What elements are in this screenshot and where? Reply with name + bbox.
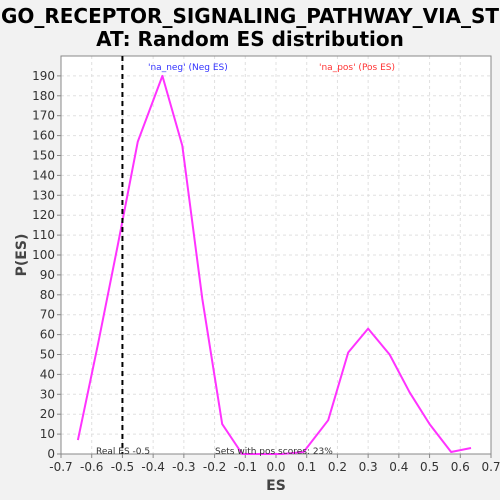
x-tick-label: -0.7	[49, 460, 72, 474]
y-tick-label: 80	[40, 288, 55, 302]
x-tick-label: -0.5	[111, 460, 134, 474]
y-tick-label: 20	[40, 407, 55, 421]
y-tick-label: 170	[32, 109, 55, 123]
chart-title-line-1: GO_RECEPTOR_SIGNALING_PATHWAY_VIA_ST	[1, 4, 499, 28]
es-density-line	[76, 74, 472, 455]
y-tick-label: 60	[40, 328, 55, 342]
x-tick-label: -0.1	[234, 460, 257, 474]
y-tick-label: 160	[32, 129, 55, 143]
y-tick-label: 90	[40, 268, 55, 282]
x-tick-label: -0.3	[172, 460, 195, 474]
y-tick-label: 130	[32, 188, 55, 202]
real-es-annotation: Real ES -0.5	[96, 447, 150, 457]
y-tick-label: 110	[32, 228, 55, 242]
x-tick-label: 0.6	[451, 460, 470, 474]
y-tick-label: 140	[32, 168, 55, 182]
legend-neg-es: 'na_neg' (Neg ES)	[148, 63, 228, 73]
y-tick-label: 10	[40, 427, 55, 441]
x-tick-label: -0.4	[141, 460, 164, 474]
x-tick-label: 0.5	[420, 460, 439, 474]
y-tick-label: 30	[40, 387, 55, 401]
x-tick-label: 0.7	[481, 460, 500, 474]
x-tick-label: 0.2	[328, 460, 347, 474]
y-tick-label: 40	[40, 367, 55, 381]
legend-pos-es: 'na_pos' (Pos ES)	[319, 63, 395, 73]
x-tick-label: 0.4	[389, 460, 408, 474]
x-axis-title: ES	[266, 478, 286, 494]
pos-scores-annotation: Sets with pos scores: 23%	[215, 447, 333, 457]
x-tick-label: -0.2	[203, 460, 226, 474]
y-tick-label: 70	[40, 308, 55, 322]
x-tick-label: -0.6	[80, 460, 103, 474]
y-axis-title: P(ES)	[14, 234, 30, 277]
y-tick-label: 0	[47, 447, 55, 461]
y-tick-label: 100	[32, 248, 55, 262]
y-tick-label: 190	[32, 69, 55, 83]
x-tick-label: 0.1	[297, 460, 316, 474]
chart-title-line-2: AT: Random ES distribution	[96, 27, 404, 51]
y-tick-label: 120	[32, 208, 55, 222]
y-tick-label: 50	[40, 348, 55, 362]
x-tick-labels: -0.7 -0.6 -0.5 -0.4 -0.3 -0.2 -0.1 0.0 0.1 0.2 0.3…	[49, 454, 500, 474]
x-tick-label: 0.0	[266, 460, 285, 474]
y-tick-labels: 0 10 20 30 40 50 60 70 80 90 100 110 120 130 140 150 160…	[32, 69, 61, 461]
series-layer	[76, 74, 472, 455]
y-tick-label: 180	[32, 89, 55, 103]
y-tick-label: 150	[32, 149, 55, 163]
x-tick-label: 0.3	[359, 460, 378, 474]
